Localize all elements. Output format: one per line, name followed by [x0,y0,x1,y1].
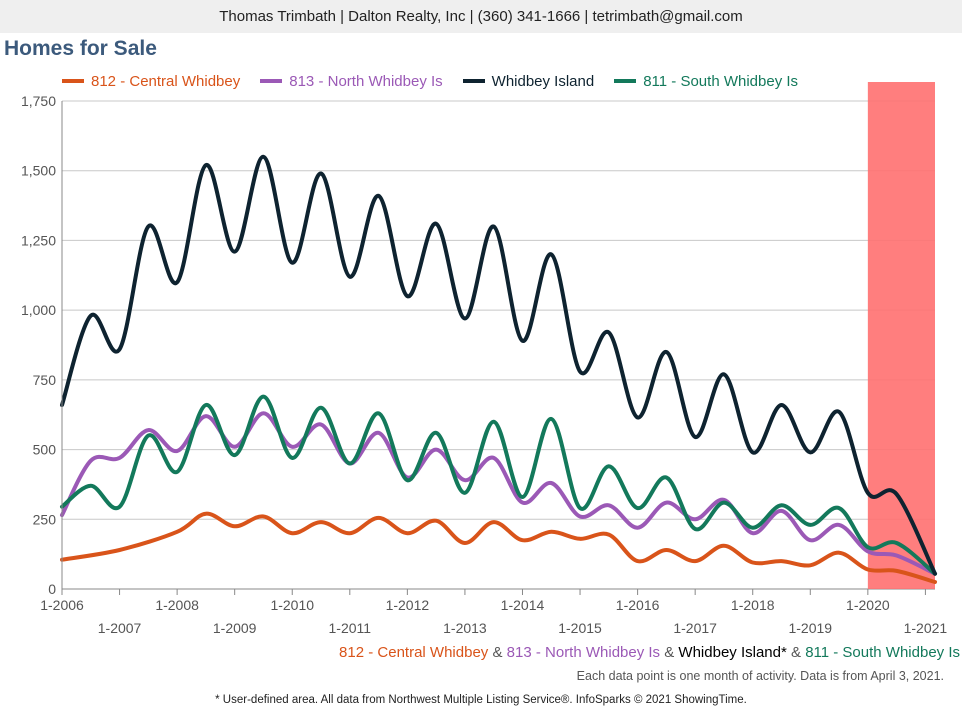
legend-swatch-north [260,79,283,83]
legend-item-north: 813 - North Whidbey Is [260,71,443,91]
x-tick-label: 1-2013 [443,620,487,636]
series-lines [60,154,937,584]
legend: 812 - Central Whidbey 813 - North Whidbe… [62,71,798,91]
x-tick-label: 1-2019 [788,620,832,636]
x-tick-label: 1-2017 [673,620,717,636]
legend-item-central: 812 - Central Whidbey [62,71,240,91]
footer-amp-2: & [664,644,675,661]
legend-item-island: Whidbey Island [462,71,595,91]
legend-swatch-central [62,79,84,83]
y-tick-label: 750 [33,372,57,388]
legend-label-island: Whidbey Island [491,72,595,90]
footer-series-south: 811 - South Whidbey Is [805,644,960,661]
footer-series-central: 812 - Central Whidbey [339,644,489,661]
legend-label-south: 811 - South Whidbey Is [643,72,799,90]
footer-series-north: 813 - North Whidbey Is [506,644,661,661]
line-central-whidbey [60,511,937,584]
legend-label-north: 813 - North Whidbey Is [289,72,443,90]
contact-bar: Thomas Trimbath | Dalton Realty, Inc | (… [0,0,962,33]
legend-swatch-island [462,79,485,83]
x-tick-label: 1-2020 [846,597,890,613]
x-tick-label: 1-2021 [904,620,948,636]
data-note: Each data point is one month of activity… [576,669,944,683]
x-tick-label: 1-2012 [386,597,430,613]
legend-label-central: 812 - Central Whidbey [91,72,241,90]
highlight-region [867,82,935,589]
y-tick-label: 1,000 [21,302,56,318]
y-tick-label: 1,750 [21,93,56,109]
x-tick-label: 1-2018 [731,597,775,613]
y-tick-label: 500 [33,442,57,458]
x-tick-label: 1-2008 [155,597,199,613]
x-tick-label: 1-2006 [40,597,84,613]
line-whidbey-island [60,154,937,576]
line-north-whidbey [60,411,937,576]
x-tick-label: 1-2014 [501,597,545,613]
legend-swatch-south [614,79,637,83]
legend-item-south: 811 - South Whidbey Is [614,71,798,91]
y-tick-label: 1,250 [21,232,56,248]
highlight-band [867,82,935,589]
line-south-whidbey [60,394,937,576]
y-tick-label: 0 [48,581,56,597]
grid-lines [62,100,935,590]
footer-amp-3: & [791,644,802,661]
x-tick-label: 1-2009 [213,620,257,636]
axes: 0 250 500 750 1,000 1,250 1,500 1,750 1-2006 1-20… [21,93,947,636]
footer-series-island: Whidbey Island* [678,644,787,661]
chart-title: Homes for Sale [4,37,157,60]
x-tick-label: 1-2011 [329,620,372,636]
x-tick-label: 1-2016 [616,597,660,613]
y-tick-label: 1,500 [21,163,56,179]
footer-series-caption: 812 - Central Whidbey & 813 - North Whid… [339,644,960,661]
x-tick-label: 1-2010 [270,597,314,613]
footer-amp-1: & [492,644,503,661]
y-tick-label: 250 [33,511,57,527]
x-tick-label: 1-2015 [558,620,602,636]
x-tick-label: 1-2007 [98,620,142,636]
source-note: * User-defined area. All data from North… [215,694,747,706]
